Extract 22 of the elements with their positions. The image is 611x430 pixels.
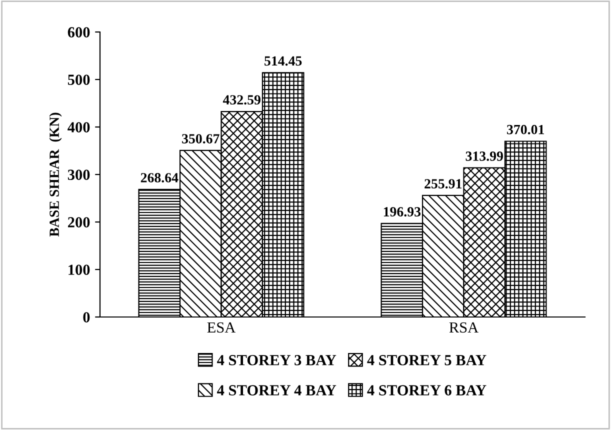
- data-label: 370.01: [507, 124, 544, 134]
- y-tick-label: 600: [68, 27, 90, 38]
- data-label: 268.64: [140, 173, 178, 182]
- legend-label: 4 STOREY 4 BAY: [217, 385, 336, 396]
- data-label: 255.91: [424, 179, 462, 189]
- data-label: 196.93: [384, 207, 421, 217]
- legend-label: 4 STOREY 5 BAY: [367, 355, 486, 366]
- x-tick-label: RSA: [449, 322, 478, 333]
- legend-label: 4 STOREY 6 BAY: [367, 385, 486, 396]
- y-axis-title: BASE SHEAR (KN): [49, 112, 62, 237]
- legend-label: 4 STOREY 3 BAY: [217, 355, 336, 366]
- data-label: 313.99: [466, 152, 503, 161]
- data-label: 350.67: [182, 134, 220, 144]
- y-tick-label: 100: [68, 264, 90, 275]
- y-tick-label: 300: [68, 170, 90, 180]
- data-label: 514.45: [264, 56, 302, 66]
- y-tick-label: 500: [68, 74, 90, 85]
- data-label: 432.59: [222, 95, 260, 105]
- y-tick-label: 200: [68, 217, 90, 228]
- y-tick-label: 0: [83, 312, 90, 322]
- y-tick-label: 400: [68, 122, 90, 132]
- x-tick-label: ESA: [207, 322, 236, 333]
